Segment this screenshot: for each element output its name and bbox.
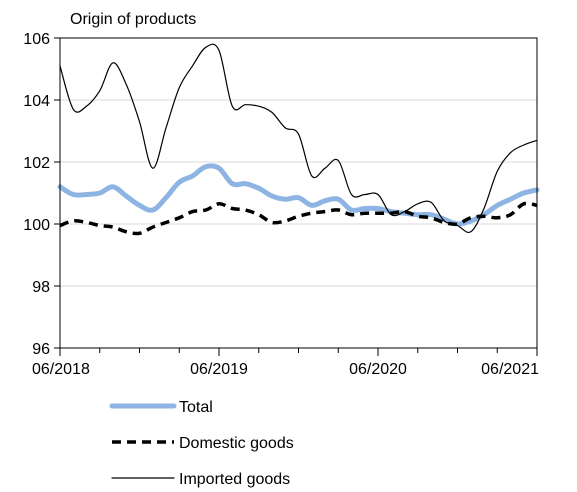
x-tick-label: 06/2019 bbox=[190, 361, 248, 378]
y-tick-label: 104 bbox=[23, 93, 50, 110]
y-tick-label: 102 bbox=[23, 155, 50, 172]
y-tick-label: 100 bbox=[23, 217, 50, 234]
chart-title: Origin of products bbox=[70, 11, 196, 28]
gridlines bbox=[60, 99, 537, 287]
x-tick-label: 06/2021 bbox=[481, 361, 539, 378]
y-axis: 96 98 100 102 104 106 bbox=[23, 31, 60, 358]
series-line-1 bbox=[59, 201, 538, 236]
y-tick-label: 106 bbox=[23, 31, 50, 48]
plot-area-frame bbox=[59, 37, 538, 349]
y-tick-label: 98 bbox=[32, 279, 50, 296]
x-tick-label: 06/2020 bbox=[349, 361, 407, 378]
series-layer bbox=[57, 43, 540, 236]
series-line-2 bbox=[59, 43, 538, 234]
y-tick-label: 96 bbox=[32, 341, 50, 358]
legend-label: Domestic goods bbox=[179, 435, 294, 452]
series-line-0 bbox=[57, 163, 540, 227]
legend-label: Total bbox=[179, 399, 213, 416]
x-tick-label: 06/2018 bbox=[32, 361, 90, 378]
legend: Total Domestic goods Imported goods bbox=[109, 399, 294, 488]
x-axis: 06/2018 06/2019 06/2020 06/2021 bbox=[32, 348, 539, 378]
legend-label: Imported goods bbox=[179, 471, 290, 488]
